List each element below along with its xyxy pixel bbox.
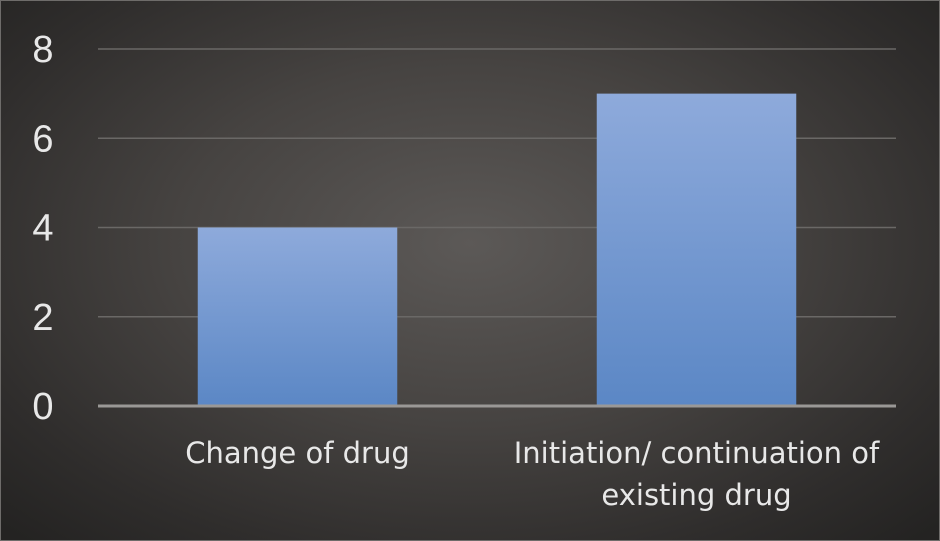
y-tick-label: 4: [32, 208, 53, 250]
bar: [597, 94, 797, 406]
y-tick-label: 8: [32, 29, 53, 71]
y-tick-labels: 0 2 4 6 8: [32, 29, 53, 428]
y-tick-label: 0: [32, 386, 53, 428]
y-tick-label: 6: [32, 118, 53, 160]
category-label: existing drug: [601, 478, 791, 512]
y-tick-label: 2: [32, 297, 53, 339]
category-labels: Change of drug Initiation/ continuation o…: [185, 436, 880, 512]
category-label: Change of drug: [185, 436, 410, 470]
bar: [198, 228, 398, 407]
bars: [198, 94, 797, 406]
category-label: Initiation/ continuation of: [514, 436, 880, 470]
